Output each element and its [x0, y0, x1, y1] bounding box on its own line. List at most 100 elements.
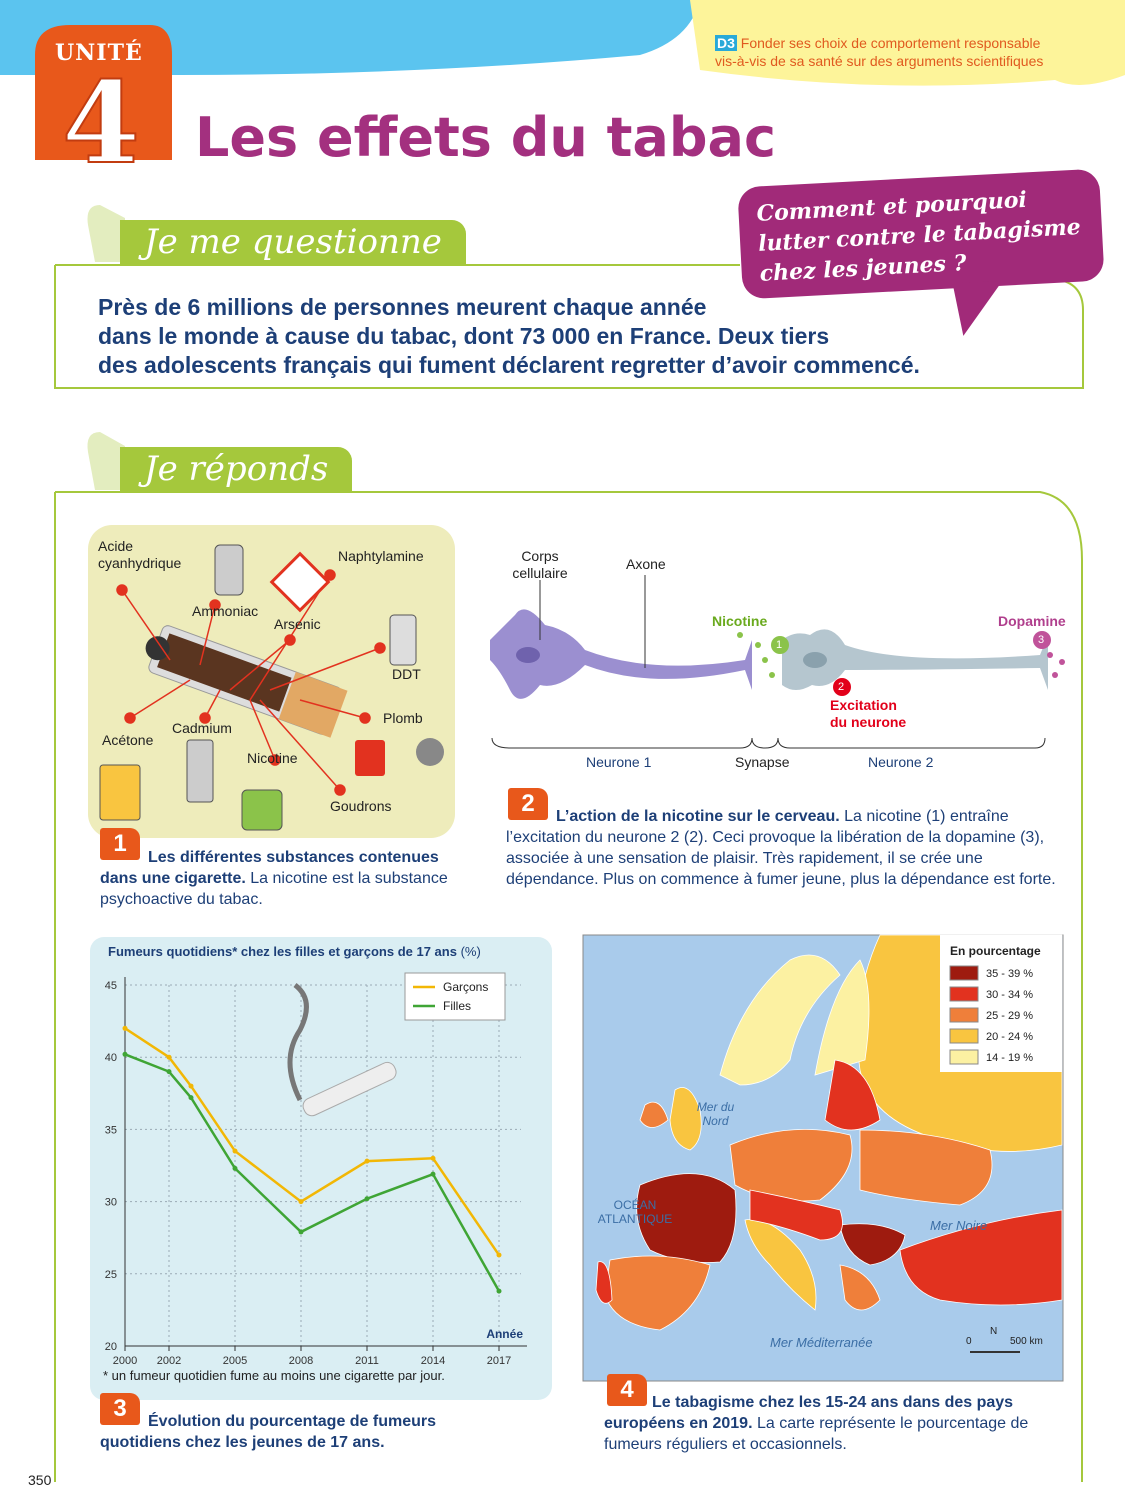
legend-label: 20 - 24 %: [986, 1031, 1033, 1043]
y-tick-label: 40: [105, 1052, 117, 1064]
icon-bottle: [214, 544, 244, 596]
icon-smoke: [416, 738, 444, 766]
point: [188, 1083, 194, 1089]
tobacco: [157, 633, 292, 712]
legend-label: Filles: [443, 999, 471, 1013]
caption-text: La carte représente le pourcentage de fu…: [604, 1415, 1029, 1453]
point: [496, 1288, 502, 1294]
footnote: * un fumeur quotidien fume au moins une …: [103, 1368, 445, 1383]
nucleus: [516, 647, 540, 663]
caption: Les différentes substances contenues dan…: [100, 847, 460, 910]
nicotine-dots: [737, 632, 775, 678]
map-legend: [940, 935, 1062, 1072]
point: [298, 1199, 304, 1205]
unit-tab: [35, 25, 172, 160]
substance: DDT: [392, 666, 421, 682]
question-bubble: [738, 169, 1104, 336]
point: [166, 1054, 172, 1060]
nucleus: [803, 652, 827, 668]
point: [166, 1069, 172, 1075]
intro: Près de 6 millions de personnes meurent …: [98, 293, 920, 380]
point: [364, 1196, 370, 1202]
doc-number: 3: [100, 1393, 140, 1425]
intro-line: des adolescents français qui fument décl…: [98, 352, 920, 378]
skill-code: D3: [715, 35, 737, 51]
doc-number: 2: [508, 788, 548, 820]
neuron-label: Excitation du neurone: [830, 697, 907, 730]
icon-can: [355, 740, 385, 776]
substance: Plomb: [383, 710, 423, 726]
country: [639, 1101, 669, 1128]
substance: Arsenic: [274, 616, 321, 632]
legend-swatch: [949, 1007, 979, 1023]
country: [899, 1209, 1063, 1306]
legend-swatch: [949, 1049, 979, 1065]
substance: Acide cyanhydrique: [98, 538, 182, 571]
bubble-text: Comment et pourquoi lutter contre le tab…: [756, 181, 1100, 289]
skill: D3 Fonder ses choix de comportement resp…: [715, 34, 1043, 70]
bracket-label: Synapse: [735, 754, 790, 770]
country: [595, 1261, 613, 1304]
y-tick-label: 20: [105, 1341, 117, 1353]
caption-title: Le tabagisme chez les 15-24 ans dans des…: [604, 1394, 1014, 1432]
neuron-1: [490, 609, 752, 699]
ash: [145, 636, 170, 661]
country: [839, 1223, 906, 1266]
y-tick-label: 45: [105, 980, 117, 992]
legend-label: 35 - 39 %: [986, 968, 1033, 980]
page-title: Les effets du tabac: [195, 106, 776, 169]
intro-line: Près de 6 millions de personnes meurent …: [98, 294, 707, 320]
caption-title: Les différentes substances contenues dan…: [100, 849, 439, 887]
substance: Naphtylamine: [338, 548, 424, 564]
doc-number: 4: [607, 1374, 647, 1406]
legend-label: Garçons: [443, 980, 488, 994]
step-number: 2: [838, 681, 845, 693]
bubble-body: [738, 169, 1104, 299]
icon-canister: [99, 764, 141, 821]
skill-line: Fonder ses choix de comportement respons…: [740, 35, 1041, 51]
country: [839, 1264, 881, 1311]
dopamine-dots: [1047, 652, 1065, 678]
neuron-label: Corps cellulaire: [512, 548, 568, 581]
section-heading: Je réponds: [120, 447, 353, 491]
country: [636, 1173, 737, 1263]
unit-number: 4: [61, 58, 141, 189]
header-band: [0, 0, 700, 75]
series-line: [124, 1027, 501, 1256]
page-number: 350: [28, 1472, 52, 1488]
cigarette: [145, 625, 348, 738]
point: [122, 1051, 128, 1057]
country: [824, 1059, 881, 1131]
neuron-label: Nicotine: [712, 613, 768, 629]
y-tick-label: 30: [105, 1197, 117, 1209]
substance: Nicotine: [247, 750, 298, 766]
doc1-leaders: [116, 569, 386, 796]
country: [719, 954, 841, 1086]
answers-frame: [54, 491, 1083, 1482]
place: Mer Méditerranée: [770, 1335, 873, 1350]
step-badge: [771, 636, 789, 654]
caption: Évolution du pourcentage de fumeurs quot…: [100, 1411, 500, 1453]
legend-title: En pourcentage: [950, 944, 1041, 958]
map-legend-items: 35 - 39 % 30 - 34 % 25 - 29 % 20 - 24 % 14 -…: [949, 965, 1033, 1065]
chart-title-text: Fumeurs quotidiens* chez les filles et g…: [108, 944, 457, 959]
cigarette-filter: [278, 671, 348, 738]
country: [859, 1129, 993, 1206]
caption: L’action de la nicotine sur le cerveau. …: [506, 806, 1061, 890]
country: [814, 959, 870, 1076]
doc-number: 1: [100, 828, 140, 860]
place: OCÉAN ATLANTIQUE: [597, 1198, 673, 1226]
caption-text: La nicotine est la substance psychoactiv…: [100, 870, 448, 908]
legend-swatch: [949, 965, 979, 981]
x-tick-label: 2005: [223, 1355, 247, 1367]
legend-label: 30 - 34 %: [986, 989, 1033, 1001]
bracket-label: Neurone 2: [868, 754, 934, 770]
step-badge: [1033, 631, 1051, 649]
x-tick-label: 2002: [157, 1355, 181, 1367]
neuron-2: [782, 629, 1048, 690]
icon-danger: [269, 551, 331, 613]
legend-label: 14 - 19 %: [986, 1052, 1033, 1064]
chart-title-unit: (%): [460, 944, 481, 959]
icon-spray: [389, 614, 417, 666]
